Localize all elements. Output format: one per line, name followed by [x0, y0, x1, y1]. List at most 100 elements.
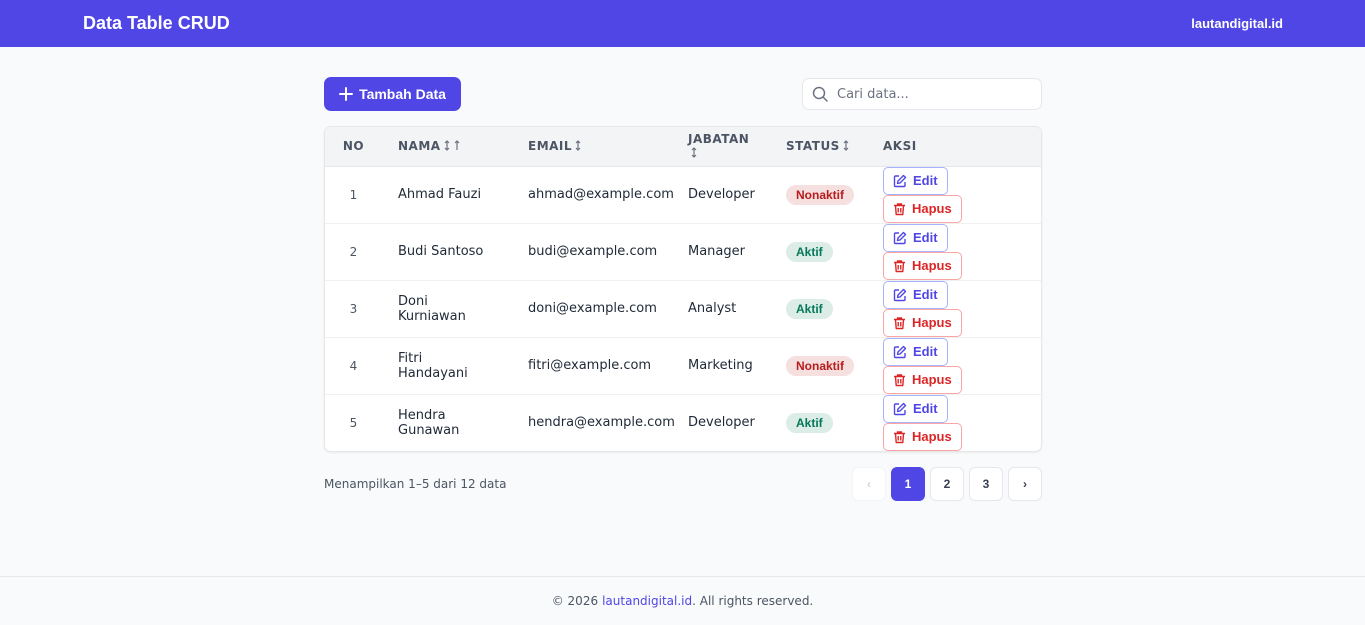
edit-icon	[893, 288, 907, 301]
status-cell: Nonaktif	[770, 166, 867, 224]
delete-icon	[894, 259, 905, 272]
status-badge: Nonaktif	[786, 184, 854, 205]
actions-cell: Edit Hapus	[867, 280, 1041, 338]
edit-icon	[893, 345, 907, 358]
position-cell: Manager	[672, 223, 770, 281]
search-icon	[812, 86, 828, 102]
sort-icon	[691, 147, 697, 159]
position-cell: Analyst	[672, 280, 770, 338]
column-header[interactable]: STATUS	[770, 127, 867, 167]
plus-icon	[339, 87, 354, 101]
add-label: Tambah Data	[359, 86, 446, 102]
delete-label: Hapus	[912, 429, 952, 444]
email-cell: budi@example.com	[512, 223, 672, 281]
sort-icon	[575, 140, 581, 152]
table-row: 2 Budi Santoso budi@example.com Manager Akti…	[325, 223, 1041, 281]
footer: © 2026 lautandigital.id . All rights res…	[0, 576, 1365, 625]
row-number: 5	[349, 415, 358, 430]
sort-icon	[444, 140, 459, 152]
table-container: NO NAMA EMAIL JABATAN STATUS AKSI 1 Ahmad…	[324, 126, 1042, 452]
delete-icon	[894, 373, 905, 386]
page-button[interactable]: 2	[930, 466, 964, 501]
actions-cell: Edit Hapus	[867, 223, 1041, 281]
edit-icon	[893, 402, 907, 415]
delete-label: Hapus	[912, 258, 952, 273]
edit-label: Edit	[913, 173, 938, 188]
delete-button[interactable]: Hapus	[883, 308, 962, 337]
status-badge: Aktif	[786, 298, 833, 319]
edit-button[interactable]: Edit	[883, 280, 948, 309]
page-button[interactable]: 1	[891, 466, 925, 501]
pagination-bar: Menampilkan 1–5 dari 12 data ‹ 1 2 3 ›	[324, 466, 1042, 501]
email-cell: fitri@example.com	[512, 337, 672, 395]
column-label: STATUS	[786, 139, 840, 154]
page-buttons: ‹ 1 2 3 ›	[852, 466, 1042, 501]
table-row: 5 Hendra Gunawan hendra@example.com Develop…	[325, 394, 1041, 451]
delete-button[interactable]: Hapus	[883, 251, 962, 280]
position-cell: Marketing	[672, 337, 770, 395]
actions-cell: Edit Hapus	[867, 394, 1041, 451]
row-number: 2	[325, 223, 382, 281]
footer-copyright: © 2026	[551, 594, 599, 608]
delete-button[interactable]: Hapus	[883, 194, 962, 223]
column-header[interactable]: EMAIL	[512, 127, 672, 167]
delete-label: Hapus	[912, 315, 952, 330]
edit-label: Edit	[913, 401, 938, 416]
add-button[interactable]: Tambah Data	[324, 77, 461, 111]
footer-link[interactable]: lautandigital.id	[602, 594, 693, 608]
delete-label: Hapus	[912, 201, 952, 216]
column-header[interactable]: NAMA	[382, 127, 512, 167]
page-summary: Menampilkan 1–5 dari 12 data	[324, 476, 507, 491]
status-badge: Aktif	[786, 241, 833, 262]
toolbar: Tambah Data	[324, 77, 1042, 111]
column-label: EMAIL	[528, 139, 573, 154]
search-input[interactable]	[835, 85, 1025, 103]
delete-button[interactable]: Hapus	[883, 365, 962, 394]
status-cell: Aktif	[770, 394, 867, 451]
next-page[interactable]: ›	[1008, 466, 1042, 501]
data-table: NO NAMA EMAIL JABATAN STATUS AKSI 1 Ahmad…	[325, 127, 1041, 451]
page-button[interactable]: 3	[969, 466, 1003, 501]
name-cell: Hendra Gunawan	[398, 407, 460, 438]
edit-icon	[893, 231, 907, 244]
table-row: 1 Ahmad Fauzi ahmad@example.com Developer No…	[325, 166, 1041, 224]
prev-page[interactable]: ‹	[852, 466, 886, 501]
name-cell: Budi Santoso	[382, 223, 512, 281]
delete-icon	[894, 202, 905, 215]
table-body: 1 Ahmad Fauzi ahmad@example.com Developer No…	[325, 166, 1041, 451]
status-cell: Aktif	[770, 223, 867, 281]
delete-button[interactable]: Hapus	[883, 422, 962, 451]
status-cell: Aktif	[770, 280, 867, 338]
search-box	[802, 78, 1042, 110]
position-cell: Developer	[688, 415, 755, 430]
column-header: AKSI	[867, 127, 1041, 167]
table-head: NO NAMA EMAIL JABATAN STATUS AKSI	[325, 127, 1041, 167]
status-badge: Nonaktif	[786, 355, 854, 376]
delete-label: Hapus	[912, 372, 952, 387]
status-badge: Aktif	[786, 412, 833, 433]
edit-button[interactable]: Edit	[883, 394, 948, 423]
edit-icon	[893, 174, 907, 187]
edit-button[interactable]: Edit	[883, 337, 948, 366]
email-cell: doni@example.com	[512, 280, 672, 338]
sort-icon	[843, 140, 849, 152]
edit-label: Edit	[913, 287, 938, 302]
brand-link[interactable]: lautandigital.id	[1191, 16, 1283, 31]
delete-icon	[894, 430, 905, 443]
row-number: 1	[325, 166, 382, 224]
name-cell: Fitri Handayani	[382, 337, 512, 395]
column-label: NO	[342, 139, 365, 154]
column-header[interactable]: JABATAN	[672, 127, 770, 167]
column-label: JABATAN	[688, 132, 750, 147]
position-cell: Developer	[672, 166, 770, 224]
email-cell: ahmad@example.com	[512, 166, 674, 224]
actions-cell: Edit Hapus	[867, 337, 1041, 395]
edit-label: Edit	[913, 344, 938, 359]
column-label: NAMA	[398, 139, 441, 154]
table-row: 3 Doni Kurniawan doni@example.com Analyst Ak…	[325, 280, 1041, 338]
edit-button[interactable]: Edit	[883, 166, 948, 195]
edit-button[interactable]: Edit	[883, 223, 948, 252]
actions-cell: Edit Hapus	[867, 166, 1041, 224]
